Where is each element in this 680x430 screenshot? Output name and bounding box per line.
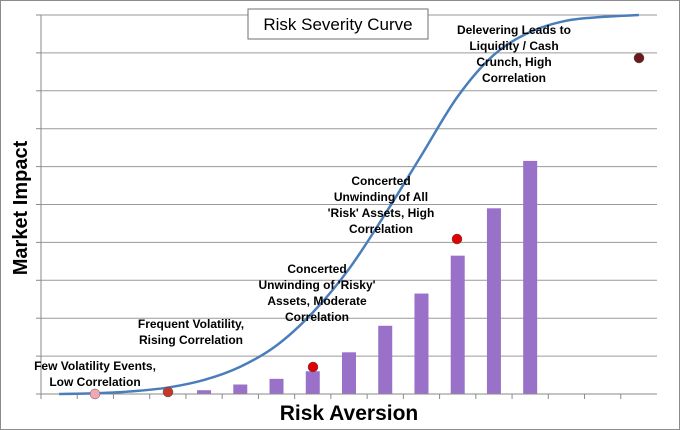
annotation-5-line-3: Crunch, High: [476, 55, 551, 69]
curve-markers: [89, 52, 645, 400]
chart-title-box: Risk Severity Curve: [247, 8, 429, 40]
curve-marker-1: [89, 388, 101, 400]
chart-title: Risk Severity Curve: [263, 15, 412, 34]
risk-curve-line: [59, 13, 639, 396]
annotation-2-line-2: Rising Correlation: [139, 333, 243, 347]
annotation-3-line-4: Correlation: [285, 310, 349, 324]
annotation-5-line-2: Liquidity / Cash: [469, 39, 558, 53]
bar-12: [450, 255, 465, 394]
annotation-5: Delevering Leads to Liquidity / Cash Crunc…: [457, 23, 571, 85]
annotations: Few Volatility Events, Low Correlation Fre…: [34, 23, 571, 389]
x-axis-title: Risk Aversion: [280, 402, 419, 425]
annotation-3-line-1: Concerted: [287, 262, 346, 276]
annotation-3: Concerted Unwinding of 'Risky' Assets, Mod…: [258, 262, 375, 324]
bar-7: [269, 378, 284, 394]
annotation-2-line-1: Frequent Volatility,: [138, 317, 244, 331]
annotation-1-line-1: Few Volatility Events,: [34, 359, 156, 373]
annotation-4-line-4: Correlation: [349, 222, 413, 236]
annotation-4-line-2: Unwinding of All: [334, 190, 428, 204]
bar-11: [414, 293, 429, 394]
bar-14: [523, 160, 538, 394]
annotation-5-line-4: Correlation: [482, 71, 546, 85]
axes: [36, 14, 657, 399]
annotation-4-line-3: 'Risk' Assets, High: [328, 206, 435, 220]
annotation-3-line-2: Unwinding of 'Risky': [258, 278, 375, 292]
bar-8: [305, 371, 320, 394]
annotation-4-line-1: Concerted: [351, 174, 410, 188]
annotation-1-line-2: Low Correlation: [49, 375, 140, 389]
bar-5: [197, 390, 212, 394]
curve-marker-3: [307, 361, 319, 373]
bar-6: [233, 384, 248, 394]
bar-10: [378, 325, 393, 394]
curve-marker-2: [162, 386, 174, 398]
curve-marker-4: [451, 233, 463, 245]
annotation-5-line-1: Delevering Leads to: [457, 23, 571, 37]
y-axis-title: Market Impact: [10, 140, 32, 275]
curve-series: [59, 13, 639, 396]
bar-9: [342, 352, 356, 394]
bar-13: [486, 208, 501, 394]
annotation-2: Frequent Volatility, Rising Correlation: [138, 317, 244, 347]
curve-marker-5: [633, 52, 645, 64]
bar-series: [197, 160, 538, 394]
gridlines: [41, 14, 657, 357]
annotation-1: Few Volatility Events, Low Correlation: [34, 359, 156, 389]
annotation-4: Concerted Unwinding of All 'Risk' Assets, …: [328, 174, 435, 236]
annotation-3-line-3: Assets, Moderate: [267, 294, 367, 308]
